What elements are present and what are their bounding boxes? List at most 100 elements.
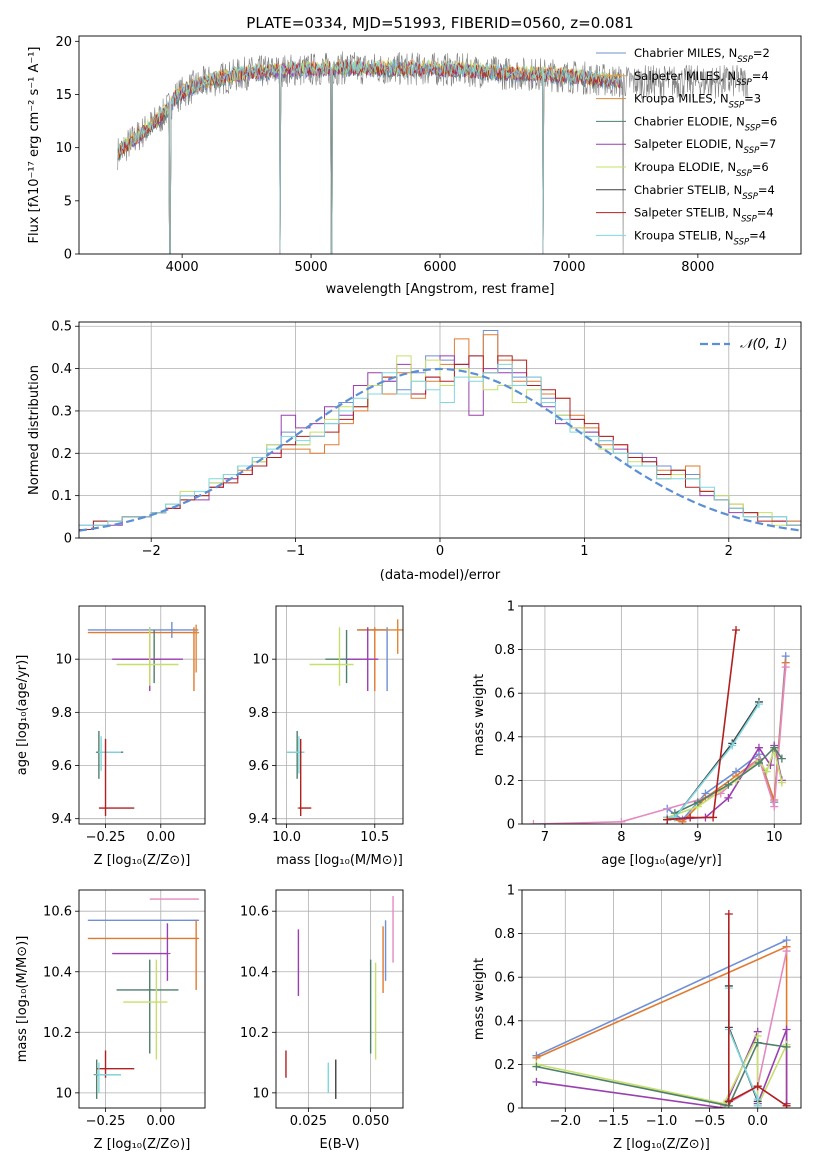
plot-area xyxy=(286,619,403,817)
x-tick-label: 6000 xyxy=(423,260,456,275)
spectrum-model-line xyxy=(117,58,622,254)
weight-marker xyxy=(754,758,763,767)
plot-area xyxy=(285,896,394,1099)
y-tick-label: 9.4 xyxy=(248,812,269,827)
plot-area xyxy=(117,51,749,254)
y-tick-label: 10.2 xyxy=(240,1026,269,1041)
x-tick-label: 8 xyxy=(617,830,625,845)
weight-series-line xyxy=(536,939,787,1057)
panel-age_vs_Z: −0.25 0.00 9.4 9.6 9.8 10 Z [log₁₀(Z/Z⊙)] age [… xyxy=(15,605,206,868)
y-tick-label: 9.6 xyxy=(51,759,72,774)
legend-label: Kroupa ELODIE, NSSP=6 xyxy=(634,160,769,179)
plot-area xyxy=(87,621,200,817)
legend-label: 𝒩(0, 1) xyxy=(740,337,787,352)
y-tick-label: 1 xyxy=(507,600,515,615)
y-tick-label: 0 xyxy=(64,248,72,263)
weight-marker xyxy=(724,909,733,918)
y-tick-label: 10.4 xyxy=(240,965,269,980)
x-tick-label: 0.050 xyxy=(352,1114,389,1129)
plot-area xyxy=(532,909,791,1108)
x-tick-label: 10.0 xyxy=(272,830,301,845)
y-axis-label: Normed distribution xyxy=(27,365,42,495)
spectrum-model-line xyxy=(117,59,622,254)
y-tick-label: 0.4 xyxy=(51,362,72,377)
x-axis-label: Z [log₁₀(Z/Z⊙)] xyxy=(94,1137,191,1152)
y-tick-label: 0.2 xyxy=(494,774,515,789)
legend-label: Salpeter MILES, NSSP=4 xyxy=(634,69,769,88)
weight-series-line xyxy=(536,1041,787,1107)
y-axis-label: age [log₁₀(age/yr)] xyxy=(15,655,30,776)
weight-marker xyxy=(753,1038,762,1047)
x-tick-label: 1 xyxy=(580,544,588,559)
weight-series-line xyxy=(666,701,760,821)
x-tick-label: −0.25 xyxy=(86,1114,126,1129)
panel-spectrum: 4000 5000 6000 7000 8000 0 5 10 15 20 Chabrier MIL… xyxy=(27,14,802,297)
weight-marker xyxy=(663,815,672,824)
y-axis-label: mass [log₁₀(M/M⊙)] xyxy=(15,936,30,1063)
weight-marker xyxy=(762,767,771,776)
weight-marker xyxy=(782,1042,791,1051)
x-tick-label: 0.00 xyxy=(146,1114,175,1129)
y-axis-label: mass weight xyxy=(472,674,487,756)
weight-marker xyxy=(770,743,779,752)
x-tick-label: −1.0 xyxy=(646,1114,678,1129)
histogram-series xyxy=(79,363,801,526)
y-tick-label: 9.4 xyxy=(51,812,72,827)
y-tick-label: 0.8 xyxy=(494,643,515,658)
axes-frame xyxy=(78,321,802,539)
y-tick-label: 10 xyxy=(252,1086,269,1101)
weight-marker xyxy=(724,780,733,789)
x-tick-label: 7000 xyxy=(552,260,585,275)
y-tick-label: 20 xyxy=(55,35,72,50)
weight-marker xyxy=(782,947,791,956)
panel-weight_vs_age: 7 8 9 10 0 0.2 0.4 0.6 0.8 1 age [log₁₀(age/yr)] ma… xyxy=(472,600,802,868)
axes-frame xyxy=(78,605,206,825)
x-tick-label: 7 xyxy=(541,830,549,845)
weight-series-line xyxy=(674,746,783,814)
y-tick-label: 10 xyxy=(55,141,72,156)
weight-marker xyxy=(529,820,538,824)
y-tick-label: 0 xyxy=(507,818,515,833)
panel-age_vs_mass: 10.0 10.5 9.4 9.6 9.8 10 mass [log₁₀(M/M⊙)] xyxy=(248,605,404,868)
y-tick-label: 10 xyxy=(252,653,269,668)
x-tick-label: 9 xyxy=(694,830,702,845)
x-tick-label: 10 xyxy=(766,830,783,845)
y-tick-label: 15 xyxy=(55,88,72,103)
spectrum-model-line xyxy=(117,61,622,254)
legend-label: Kroupa MILES, NSSP=3 xyxy=(634,92,761,111)
x-axis-label: Z [log₁₀(Z/Z⊙)] xyxy=(94,853,191,868)
gaussian-curve xyxy=(79,367,801,532)
legend-label: Kroupa STELIB, NSSP=4 xyxy=(634,228,766,247)
panel-residuals: −2 −1 0 1 2 0 0.1 0.2 0.3 0.4 0.5 𝒩(0, 1) (data-mode… xyxy=(27,320,802,583)
weight-series-line xyxy=(667,703,760,819)
y-tick-label: 5 xyxy=(64,194,72,209)
y-tick-label: 0.1 xyxy=(51,489,72,504)
x-tick-label: 0.0 xyxy=(747,1114,768,1129)
y-tick-label: 0.6 xyxy=(494,971,515,986)
weight-series-line xyxy=(666,656,787,821)
axes-frame xyxy=(521,889,802,1109)
x-tick-label: 8000 xyxy=(681,260,714,275)
weight-marker xyxy=(532,1062,541,1071)
weight-marker xyxy=(724,793,733,802)
y-axis-label: mass weight xyxy=(472,958,487,1040)
weight-marker xyxy=(617,817,626,824)
y-tick-label: 0.3 xyxy=(51,404,72,419)
x-tick-label: 0.025 xyxy=(290,1114,327,1129)
weight-marker xyxy=(753,1082,762,1091)
x-tick-label: −1.5 xyxy=(598,1114,630,1129)
x-axis-label: Z [log₁₀(Z/Z⊙)] xyxy=(613,1137,710,1152)
legend-label: Chabrier STELIB, NSSP=4 xyxy=(634,183,775,202)
y-tick-label: 10.6 xyxy=(43,905,72,920)
plot-area xyxy=(529,625,790,824)
plot-area xyxy=(87,898,200,1099)
weight-marker xyxy=(754,700,763,709)
plot-area xyxy=(79,330,801,532)
y-axis-label: Flux [fλ10⁻¹⁷ erg cm⁻² s⁻¹ A⁻¹] xyxy=(27,47,42,244)
weight-marker xyxy=(709,813,718,822)
weight-marker xyxy=(693,798,702,807)
panel-mass_vs_Z: −0.25 0.00 10 10.2 10.4 10.6 Z [log₁₀(Z/Z⊙)] ma… xyxy=(15,889,206,1152)
y-tick-label: 10.4 xyxy=(43,965,72,980)
weight-series-line xyxy=(728,914,788,1107)
